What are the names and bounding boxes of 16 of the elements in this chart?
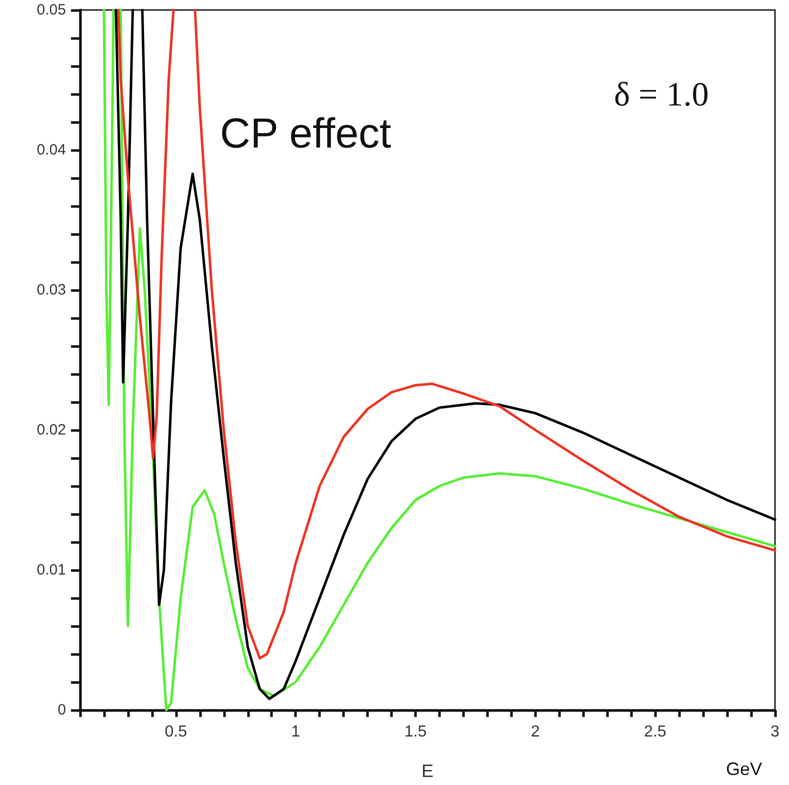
x-tick-label: 0.5 bbox=[164, 724, 188, 740]
annotation: CP effect bbox=[220, 110, 392, 156]
x-tick-label: 3 bbox=[770, 724, 780, 740]
annotation: δ = 1.0 bbox=[614, 76, 709, 114]
x-tick-label: 1.5 bbox=[404, 724, 427, 740]
x-tick-label: 1 bbox=[291, 724, 300, 740]
x-tick-label: 2.5 bbox=[644, 724, 666, 740]
y-tick-label: 0 bbox=[58, 702, 66, 718]
y-tick-label: 0.01 bbox=[36, 562, 66, 578]
y-tick-label: 0.05 bbox=[36, 2, 66, 18]
text: GeV bbox=[726, 759, 762, 779]
y-tick-label: 0.03 bbox=[36, 282, 66, 298]
y-tick-label: 0.04 bbox=[36, 142, 66, 158]
x-tick-label: 2 bbox=[530, 724, 540, 740]
x-axis-title: E bbox=[421, 761, 434, 781]
y-tick-label: 0.02 bbox=[36, 422, 66, 438]
